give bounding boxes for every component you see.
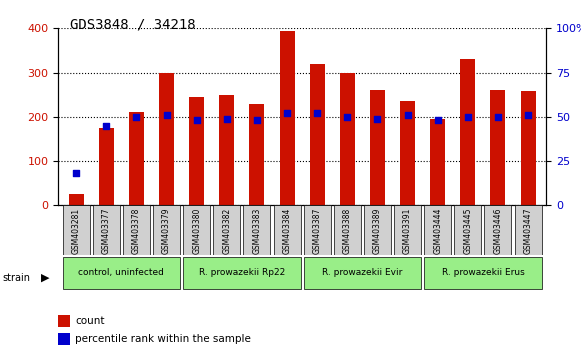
Bar [460, 59, 475, 205]
Text: GSM403445: GSM403445 [463, 208, 472, 254]
FancyBboxPatch shape [183, 257, 300, 289]
Bar [159, 73, 174, 205]
Bar [58, 333, 70, 345]
Bar [189, 97, 204, 205]
Text: GSM403382: GSM403382 [223, 208, 231, 254]
Point [102, 123, 111, 129]
Text: GSM403447: GSM403447 [523, 208, 533, 254]
Text: GDS3848 / 34218: GDS3848 / 34218 [70, 18, 195, 32]
Point [71, 171, 81, 176]
Point [222, 116, 231, 121]
Text: percentile rank within the sample: percentile rank within the sample [75, 334, 251, 344]
Text: GSM403389: GSM403389 [373, 208, 382, 254]
Point [313, 110, 322, 116]
Bar [521, 91, 536, 205]
Text: strain: strain [3, 273, 31, 283]
FancyBboxPatch shape [454, 205, 482, 255]
Text: GSM403388: GSM403388 [343, 208, 352, 254]
FancyBboxPatch shape [424, 205, 451, 255]
Bar [249, 104, 264, 205]
Text: GSM403383: GSM403383 [252, 208, 261, 254]
Text: ▶: ▶ [41, 273, 49, 283]
Text: GSM403384: GSM403384 [282, 208, 292, 254]
FancyBboxPatch shape [63, 205, 89, 255]
FancyBboxPatch shape [333, 205, 361, 255]
FancyBboxPatch shape [364, 205, 391, 255]
Bar [430, 119, 445, 205]
FancyBboxPatch shape [93, 205, 120, 255]
Text: GSM403444: GSM403444 [433, 208, 442, 254]
FancyBboxPatch shape [213, 205, 241, 255]
FancyBboxPatch shape [183, 205, 210, 255]
Point [252, 118, 261, 123]
Text: GSM403391: GSM403391 [403, 208, 412, 254]
Point [403, 112, 412, 118]
Bar [370, 90, 385, 205]
Text: GSM403281: GSM403281 [71, 208, 81, 254]
FancyBboxPatch shape [304, 257, 421, 289]
Point [373, 116, 382, 121]
Point [523, 112, 533, 118]
Bar [490, 90, 505, 205]
Text: control, uninfected: control, uninfected [78, 268, 164, 277]
FancyBboxPatch shape [394, 205, 421, 255]
Text: GSM403380: GSM403380 [192, 208, 201, 254]
FancyBboxPatch shape [304, 205, 331, 255]
Text: R. prowazekii Evir: R. prowazekii Evir [322, 268, 403, 277]
Point [433, 118, 442, 123]
Bar [310, 64, 325, 205]
Point [463, 114, 472, 120]
FancyBboxPatch shape [424, 257, 541, 289]
Text: GSM403378: GSM403378 [132, 208, 141, 254]
Bar [279, 30, 295, 205]
Text: GSM403377: GSM403377 [102, 208, 111, 254]
FancyBboxPatch shape [243, 205, 271, 255]
Text: count: count [75, 316, 105, 326]
Text: GSM403379: GSM403379 [162, 208, 171, 254]
Bar [99, 128, 114, 205]
Text: R. prowazekii Rp22: R. prowazekii Rp22 [199, 268, 285, 277]
Text: GSM403387: GSM403387 [313, 208, 322, 254]
FancyBboxPatch shape [63, 257, 180, 289]
Bar [69, 194, 84, 205]
Bar [340, 73, 355, 205]
Bar [129, 113, 144, 205]
FancyBboxPatch shape [274, 205, 300, 255]
FancyBboxPatch shape [123, 205, 150, 255]
Point [493, 114, 503, 120]
Point [343, 114, 352, 120]
Bar [400, 101, 415, 205]
FancyBboxPatch shape [485, 205, 511, 255]
Bar [219, 95, 234, 205]
FancyBboxPatch shape [515, 205, 541, 255]
Point [282, 110, 292, 116]
Point [192, 118, 202, 123]
Point [132, 114, 141, 120]
FancyBboxPatch shape [153, 205, 180, 255]
Bar [58, 315, 70, 327]
Text: R. prowazekii Erus: R. prowazekii Erus [442, 268, 524, 277]
Text: GSM403446: GSM403446 [493, 208, 503, 254]
Point [162, 112, 171, 118]
